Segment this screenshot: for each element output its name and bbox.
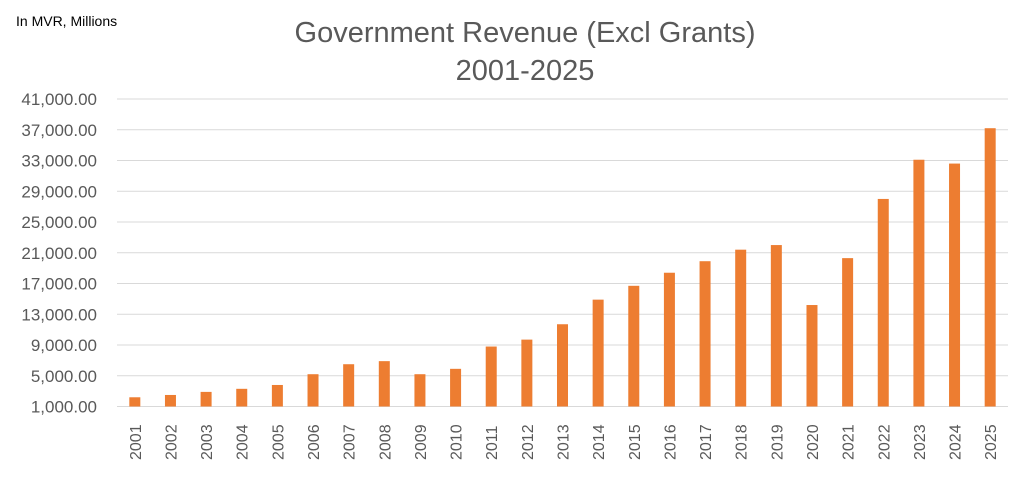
y-tick-label: 1,000.00 bbox=[31, 398, 97, 417]
y-axis-ticks: 1,000.00 5,000.00 9,000.00 13,000.00 17,000.… bbox=[21, 90, 97, 417]
x-tick-label: 2024 bbox=[948, 424, 965, 460]
x-tick-label: 2022 bbox=[876, 424, 893, 460]
y-tick-label: 5,000.00 bbox=[31, 367, 97, 386]
bar-2013 bbox=[557, 324, 568, 407]
bar-2022 bbox=[877, 198, 889, 407]
bar-2011 bbox=[485, 346, 497, 407]
x-tick-label: 2010 bbox=[449, 424, 466, 460]
x-tick-label: 2020 bbox=[805, 424, 822, 460]
bar-2015 bbox=[628, 285, 640, 407]
x-tick-label: 2016 bbox=[662, 424, 679, 460]
x-tick-label: 2001 bbox=[128, 424, 145, 460]
x-tick-label: 2002 bbox=[163, 424, 180, 460]
chart-subtitle: 2001-2025 bbox=[455, 55, 595, 87]
y-tick-label: 25,000.00 bbox=[21, 213, 97, 232]
x-tick-label: 2003 bbox=[199, 424, 216, 460]
bar-2014 bbox=[592, 299, 604, 407]
y-tick-label: 37,000.00 bbox=[21, 121, 97, 140]
bar-2024 bbox=[949, 163, 961, 407]
bar-2023 bbox=[913, 159, 925, 407]
x-tick-label: 2008 bbox=[377, 424, 394, 460]
chart-title: Government Revenue (Excl Grants) bbox=[294, 17, 756, 49]
x-tick-label: 2004 bbox=[235, 424, 252, 460]
x-tick-label: 2014 bbox=[591, 424, 608, 460]
x-tick-label: 2009 bbox=[413, 424, 430, 460]
bar-2005 bbox=[271, 384, 283, 407]
y-tick-label: 29,000.00 bbox=[21, 182, 97, 201]
bar-2025 bbox=[984, 128, 996, 407]
x-tick-label: 2018 bbox=[734, 424, 751, 460]
bar-2020 bbox=[806, 305, 818, 407]
bar-2017 bbox=[699, 261, 711, 407]
bar-2018 bbox=[735, 249, 747, 407]
bar-2004 bbox=[236, 388, 248, 407]
y-tick-label: 9,000.00 bbox=[31, 336, 97, 355]
x-tick-label: 2017 bbox=[698, 424, 715, 460]
bar-2003 bbox=[200, 391, 212, 407]
x-tick-label: 2019 bbox=[769, 424, 786, 460]
bar-2010 bbox=[450, 368, 462, 407]
x-tick-label: 2011 bbox=[484, 425, 501, 460]
x-tick-label: 2023 bbox=[912, 424, 929, 460]
x-tick-label: 2021 bbox=[841, 424, 858, 460]
bar-2019 bbox=[770, 245, 782, 407]
chart-title-block: Government Revenue (Excl Grants) 2001-20… bbox=[195, 14, 855, 90]
bar-2012 bbox=[521, 339, 533, 407]
x-tick-label: 2012 bbox=[520, 424, 537, 460]
x-axis-ticks: 2001 2002 2003 2004 2005 2006 2007 2008 2009 2010… bbox=[128, 424, 1000, 460]
x-tick-label: 2007 bbox=[342, 424, 359, 460]
bar-2021 bbox=[842, 258, 854, 407]
y-tick-label: 41,000.00 bbox=[21, 90, 97, 109]
x-tick-label: 2013 bbox=[556, 424, 573, 460]
y-tick-label: 17,000.00 bbox=[21, 275, 97, 294]
bar-2008 bbox=[378, 361, 390, 407]
x-tick-label: 2015 bbox=[627, 424, 644, 460]
x-tick-label: 2005 bbox=[270, 424, 287, 460]
bars bbox=[129, 128, 996, 407]
bar-2009 bbox=[414, 374, 426, 407]
bar-2001 bbox=[129, 397, 141, 407]
bar-2002 bbox=[164, 394, 176, 407]
bar-2006 bbox=[307, 374, 319, 407]
bar-2007 bbox=[343, 364, 355, 407]
y-tick-label: 33,000.00 bbox=[21, 152, 97, 171]
x-tick-label: 2006 bbox=[306, 424, 323, 460]
unit-note: In MVR, Millions bbox=[16, 13, 118, 29]
bar-2016 bbox=[663, 272, 675, 407]
y-tick-label: 13,000.00 bbox=[21, 305, 97, 324]
x-tick-label: 2025 bbox=[983, 424, 1000, 460]
y-tick-label: 21,000.00 bbox=[21, 244, 97, 263]
